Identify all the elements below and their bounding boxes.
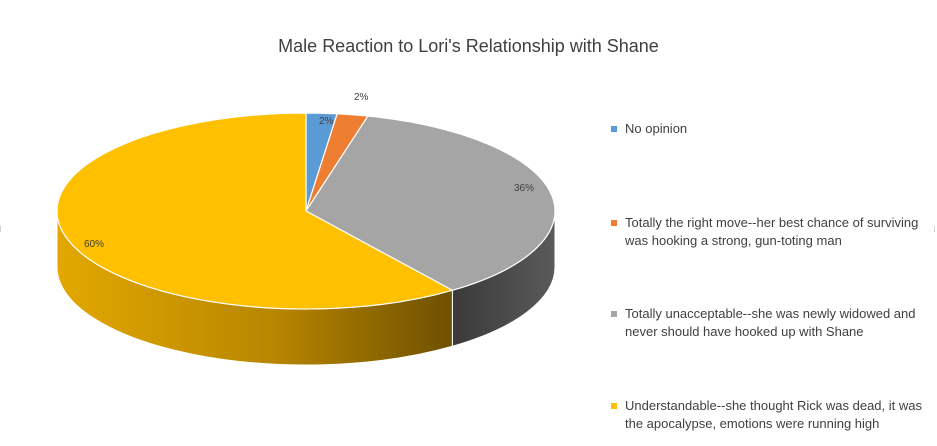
legend-label: Understandable--she thought Rick was dea… [625, 398, 922, 431]
legend-swatch [611, 126, 617, 132]
legend-item-unacceptable: Totally unacceptable--she was newly wido… [611, 305, 925, 341]
chart-title: Male Reaction to Lori's Relationship wit… [278, 36, 659, 56]
pie-slice-3 [56, 112, 454, 310]
legend-item-understandable: Understandable--she thought Rick was dea… [611, 397, 925, 433]
data-label-3: 60% [84, 239, 104, 250]
legend-label: Totally unacceptable--she was newly wido… [625, 306, 916, 339]
left-edge-mark [0, 226, 1, 232]
data-label-1: 2% [354, 92, 369, 103]
legend-swatch [611, 403, 617, 409]
right-edge-mark [934, 226, 935, 232]
legend-swatch [611, 220, 617, 226]
data-label-0: 2% [319, 116, 334, 127]
data-label-2: 36% [514, 183, 534, 194]
legend-label: No opinion [625, 121, 688, 136]
legend-swatch [611, 311, 617, 317]
pie-slice-2 [305, 115, 556, 291]
legend-item-no-opinion: No opinion [611, 120, 925, 138]
legend-label: Totally the right move--her best chance … [625, 215, 919, 248]
legend-item-right-move: Totally the right move--her best chance … [611, 214, 925, 250]
